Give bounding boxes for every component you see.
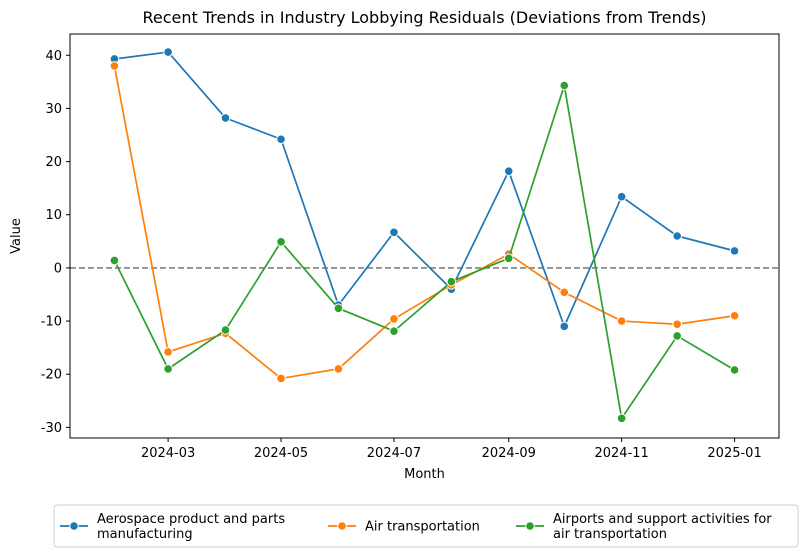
data-point-series-1-4 [333,364,344,374]
plot-frame [69,33,780,439]
data-point-series-2-8 [559,80,570,91]
legend-label-0: Aerospace product and parts manufacturing [97,512,285,542]
data-point-series-0-3 [276,134,286,145]
data-point-series-0-11 [729,246,740,256]
legend-marker-0 [69,521,79,531]
legend: Aerospace product and parts manufacturing… [53,504,799,548]
data-point-series-1-8 [559,287,570,298]
x-axis-label: Month [404,467,445,482]
data-point-series-1-1 [163,347,173,357]
data-point-series-2-2 [220,325,231,335]
legend-marker-2 [525,521,535,531]
legend-frame [53,504,799,548]
data-point-series-1-3 [276,373,286,384]
x-tick-label-5: 2025-01 [707,446,761,461]
legend-label-1: Air transportation [365,520,480,535]
series-line-2 [113,84,736,420]
y-tick-label-4: 10 [45,208,62,223]
data-point-series-2-5 [389,326,399,336]
plot-background [70,34,779,438]
legend-entry-2: Airports and support activities for air t… [516,512,772,542]
legend-entry-0: Aerospace product and parts manufacturing [60,512,285,542]
y-tick-label-0: -30 [41,421,62,436]
y-tick-label-2: -10 [41,315,62,330]
series-line-0 [114,51,735,328]
data-point-series-0-5 [389,227,399,238]
data-point-series-1-11 [729,310,740,321]
data-point-series-1-10 [672,319,682,330]
data-point-series-0-9 [616,191,627,202]
data-point-series-2-10 [672,331,682,341]
data-point-series-2-7 [503,253,514,264]
y-tick-label-1: -20 [41,368,62,383]
data-point-series-0-2 [220,113,231,123]
legend-label-2: Airports and support activities for air t… [553,512,772,542]
data-point-series-2-0 [109,255,120,266]
data-point-series-0-7 [503,166,514,176]
data-point-series-2-1 [163,364,173,374]
data-point-series-0-10 [672,231,682,241]
x-tick-label-0: 2024-03 [141,446,195,461]
data-point-series-2-4 [333,303,344,314]
legend-marker-1 [337,521,347,531]
chart-title: Recent Trends in Industry Lobbying Resid… [142,8,706,27]
data-point-series-0-8 [559,321,570,332]
x-tick-label-1: 2024-05 [254,446,308,461]
data-point-series-2-3 [276,237,286,247]
y-tick-label-7: 40 [45,49,62,64]
data-point-series-1-0 [109,61,120,71]
y-tick-label-5: 20 [45,155,62,170]
y-axis-label: Value [9,218,24,254]
x-tick-label-2: 2024-07 [367,446,421,461]
x-tick-label-3: 2024-09 [482,446,536,461]
data-point-series-1-5 [389,314,399,324]
data-point-series-2-11 [729,365,740,375]
y-tick-label-3: 0 [54,261,62,276]
data-point-series-1-9 [616,316,627,326]
data-point-series-2-9 [616,413,627,424]
y-tick-label-6: 30 [45,102,62,117]
legend-entry-1: Air transportation [328,520,480,535]
data-point-series-0-1 [163,47,173,57]
data-point-series-2-6 [446,276,457,287]
x-tick-label-4: 2024-11 [594,446,648,461]
